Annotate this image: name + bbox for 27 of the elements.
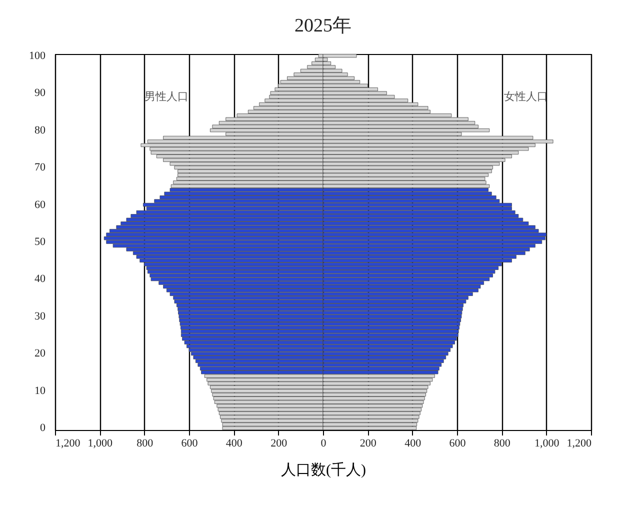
- x-tick-label: 1,000: [88, 438, 114, 450]
- y-tick-label: 90: [34, 87, 46, 100]
- x-tick-label: 600: [449, 438, 466, 450]
- x-tick-label: 600: [181, 438, 198, 450]
- y-tick-label: 30: [34, 310, 46, 322]
- text: 男性人口: [144, 90, 189, 104]
- y-tick-label: 50: [34, 236, 46, 248]
- x-tick-label: 1,200: [56, 438, 81, 450]
- y-tick-label: 10: [34, 384, 46, 397]
- x-tick-label: 1,200: [566, 438, 592, 450]
- y-tick-label: 40: [34, 273, 46, 286]
- x-tick-label: 800: [136, 438, 154, 450]
- x-tick-label: 0: [320, 438, 327, 450]
- x-tick-label: 1,000: [534, 438, 560, 450]
- x-tick-label: 400: [404, 438, 422, 450]
- chart-title: 2025年: [294, 15, 352, 36]
- y-tick-label: 0: [40, 422, 46, 434]
- x-tick-label: 200: [360, 438, 377, 450]
- y-tick-label: 60: [34, 198, 46, 211]
- x-tick-label: 200: [270, 438, 288, 450]
- x-tick-label: 400: [226, 438, 243, 450]
- x-axis-title: 人口数(千人): [281, 462, 366, 478]
- x-tick-label: 800: [494, 438, 511, 450]
- y-tick-label: 100: [29, 50, 46, 62]
- y-tick-label: 80: [34, 124, 46, 136]
- y-tick-label: 20: [34, 348, 46, 360]
- y-tick-label: 70: [34, 162, 46, 174]
